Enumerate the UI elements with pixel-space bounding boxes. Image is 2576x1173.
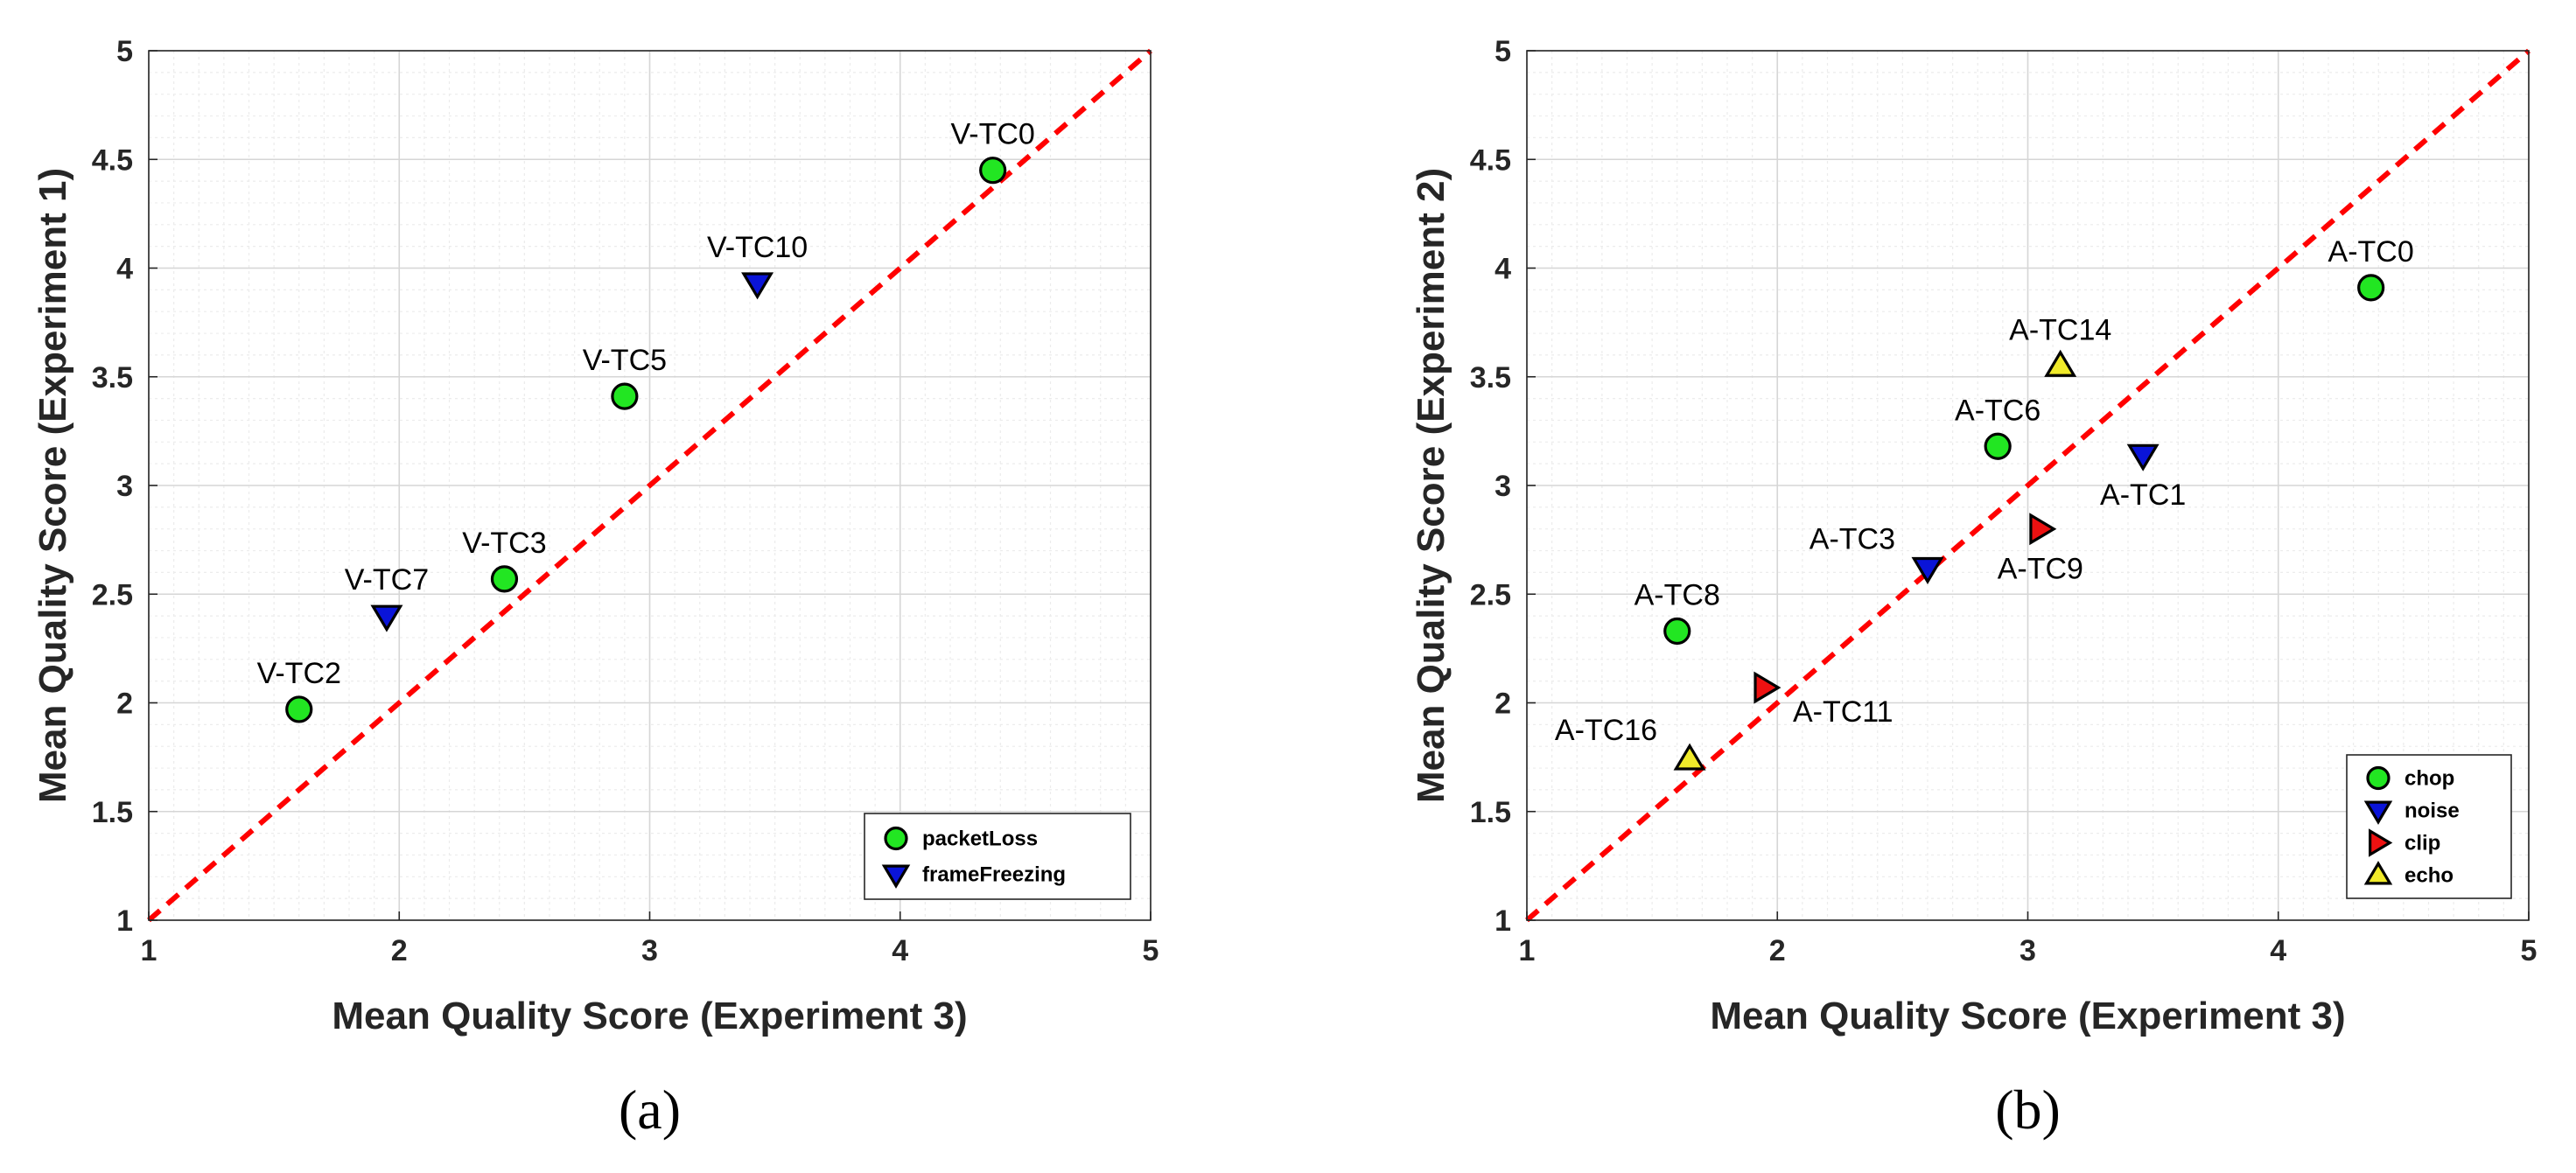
data-label: V-TC5 xyxy=(583,344,667,377)
x-tick-label: 3 xyxy=(2020,934,2036,967)
series-packetLoss: V-TC0 V-TC5 V-TC3 V-TC2 xyxy=(257,118,1035,723)
y-tick-label: 5 xyxy=(1494,35,1511,68)
y-tick-label: 1 xyxy=(116,904,133,938)
data-point xyxy=(1663,617,1691,646)
data-point xyxy=(370,604,403,632)
chart-panel-b: 1 2 3 4 5 1 1.5 2 2.5 3 3.5 4 4.5 5 Mean Quality Score… xyxy=(1410,35,2537,1141)
data-point xyxy=(741,272,774,300)
x-tick-label: 2 xyxy=(1769,934,1786,967)
x-axis-label: Mean Quality Score (Experiment 3) xyxy=(1710,995,2345,1037)
series-echo: A-TC14 A-TC16 xyxy=(1555,313,2111,771)
y-tick-label: 2.5 xyxy=(92,578,133,611)
panel-caption: (a) xyxy=(619,1079,681,1141)
x-axis-label: Mean Quality Score (Experiment 3) xyxy=(332,995,967,1037)
legend: packetLoss frameFreezing xyxy=(864,813,1131,900)
data-label: A-TC6 xyxy=(1955,394,2040,427)
reference-line xyxy=(1525,48,2530,923)
legend-label: chop xyxy=(2404,767,2454,791)
chart-panel-a: 1 2 3 4 5 1 1.5 2 2.5 3 3.5 4 4.5 5 Mean Quality Score… xyxy=(32,35,1158,1141)
y-axis-label: Mean Quality Score (Experiment 2) xyxy=(1410,168,1452,803)
series-noise: A-TC1 A-TC3 xyxy=(1810,443,2186,584)
panel-caption: (b) xyxy=(1995,1079,2061,1141)
y-tick-label: 3 xyxy=(116,470,133,503)
data-label: V-TC2 xyxy=(257,657,341,690)
data-point xyxy=(490,565,519,593)
x-tick-label: 4 xyxy=(892,934,908,967)
legend-label: noise xyxy=(2404,799,2460,823)
data-label: V-TC7 xyxy=(345,563,429,597)
data-point xyxy=(979,157,1007,185)
y-tick-label: 4.5 xyxy=(1470,143,1511,177)
x-tick-label: 5 xyxy=(2521,934,2538,967)
x-tick-label: 2 xyxy=(391,934,408,967)
data-point xyxy=(611,382,639,410)
data-label: V-TC10 xyxy=(707,231,808,264)
reference-line xyxy=(147,48,1152,923)
x-tick-label: 1 xyxy=(1519,934,1536,967)
data-point xyxy=(1984,432,2012,460)
series-frameFreezing: V-TC10 V-TC7 xyxy=(345,231,808,632)
legend-marker xyxy=(2363,861,2393,885)
legend-label: echo xyxy=(2404,864,2454,888)
data-point xyxy=(2357,274,2385,302)
data-label: A-TC9 xyxy=(1998,553,2083,586)
y-tick-label: 5 xyxy=(116,35,133,68)
y-axis-label: Mean Quality Score (Experiment 1) xyxy=(32,168,74,803)
legend-label: clip xyxy=(2404,832,2440,855)
legend-marker xyxy=(2366,765,2390,791)
y-tick-label: 2.5 xyxy=(1470,578,1511,611)
data-label: A-TC16 xyxy=(1555,714,1657,747)
legend-box xyxy=(864,813,1131,900)
y-tick-label: 4.5 xyxy=(92,143,133,177)
data-label: A-TC1 xyxy=(2100,478,2186,512)
data-label: A-TC14 xyxy=(2009,313,2111,346)
y-tick-label: 2 xyxy=(1494,688,1511,721)
data-point xyxy=(1754,671,1782,704)
x-tick-label: 5 xyxy=(1143,934,1159,967)
y-tick-label: 2 xyxy=(116,688,133,721)
data-point xyxy=(1911,556,1944,584)
data-point xyxy=(2029,513,2057,546)
data-label: A-TC0 xyxy=(2328,235,2414,269)
y-tick-label: 3.5 xyxy=(1470,361,1511,394)
data-point xyxy=(2044,349,2077,377)
x-tick-label: 3 xyxy=(641,934,658,967)
legend-marker xyxy=(2369,828,2393,857)
data-label: V-TC0 xyxy=(950,118,1034,151)
x-tick-label: 1 xyxy=(141,934,158,967)
data-point xyxy=(2126,443,2160,471)
y-tick-label: 1 xyxy=(1494,904,1511,938)
y-tick-label: 4 xyxy=(116,253,133,286)
data-label: V-TC3 xyxy=(462,527,546,560)
legend-marker xyxy=(884,826,908,851)
y-tick-label: 4 xyxy=(1494,253,1511,286)
data-label: A-TC8 xyxy=(1634,578,1720,611)
data-point xyxy=(285,695,313,723)
y-tick-label: 3 xyxy=(1494,470,1511,503)
data-label: A-TC3 xyxy=(1810,522,1895,555)
grid xyxy=(148,50,1152,921)
y-tick-label: 1.5 xyxy=(92,796,133,829)
series-clip: A-TC9 A-TC11 xyxy=(1754,513,2083,729)
legend-marker xyxy=(881,864,911,889)
legend-label: frameFreezing xyxy=(922,863,1066,887)
series-chop: A-TC0 A-TC6 A-TC8 xyxy=(1634,235,2414,646)
data-label: A-TC11 xyxy=(1793,695,1894,729)
x-tick-label: 4 xyxy=(2270,934,2286,967)
legend-label: packetLoss xyxy=(922,827,1038,851)
data-point xyxy=(1673,743,1706,771)
legend: chop noise clip echo xyxy=(2346,754,2512,899)
legend-marker xyxy=(2363,800,2393,825)
y-tick-label: 3.5 xyxy=(92,361,133,394)
y-tick-label: 1.5 xyxy=(1470,796,1511,829)
